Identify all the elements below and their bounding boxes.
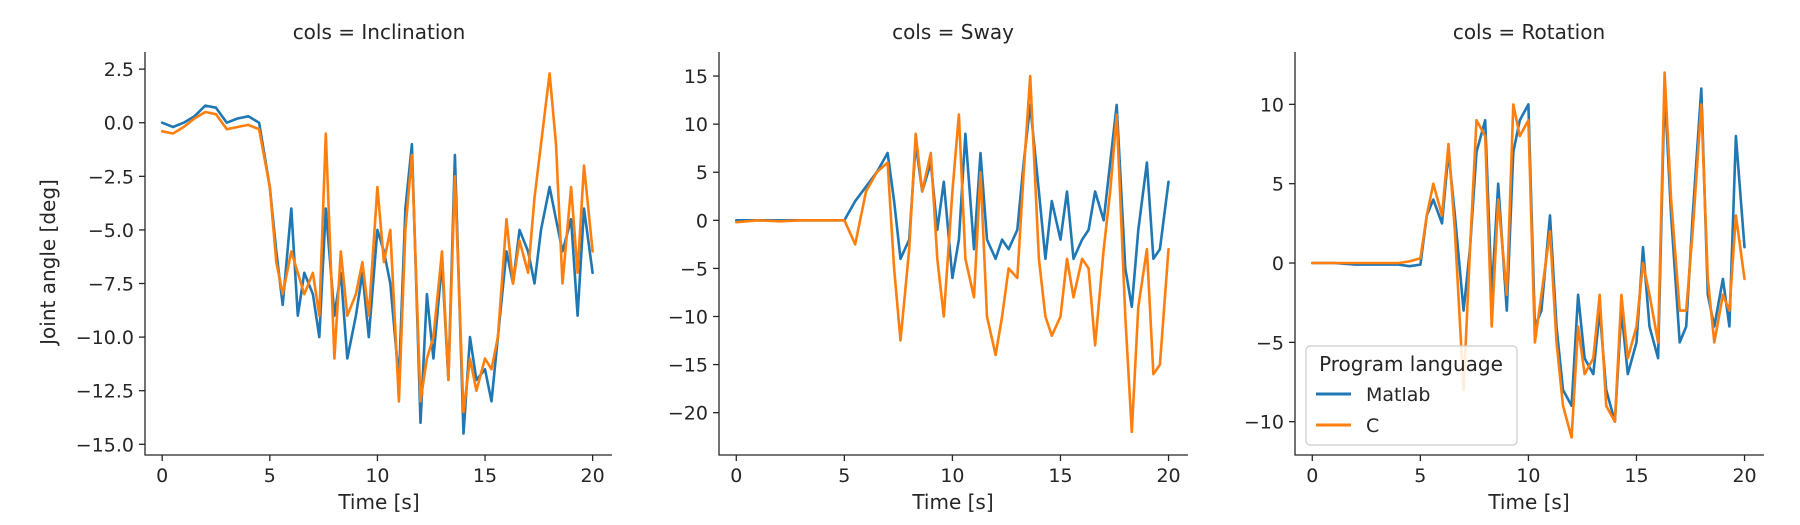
y-tick-label-sway: −15 <box>668 355 708 377</box>
x-tick-label-rotation: 0 <box>1306 465 1318 487</box>
y-tick-label-rotation: 5 <box>1272 174 1284 196</box>
x-ticks-inclination: 0 5 10 15 20 <box>156 455 605 487</box>
y-tick-label-inclination: −15.0 <box>76 434 134 456</box>
y-tick-label-inclination: −5.0 <box>88 220 134 242</box>
y-tick-label-sway: 5 <box>696 162 708 184</box>
x-ticks-sway: 0 5 10 15 20 <box>730 455 1181 487</box>
x-tick-label-sway: 0 <box>730 465 742 487</box>
y-tick-label-sway: −5 <box>680 258 708 280</box>
legend-title: Program language <box>1319 352 1503 376</box>
x-tick-label-inclination: 10 <box>365 465 389 487</box>
legend-label-matlab: Matlab <box>1366 384 1430 406</box>
axes-spines-sway <box>718 52 1188 456</box>
axes-spines-inclination <box>144 52 612 456</box>
panel-sway: cols = Sway 15 10 5 0 −5 −10 −15 −20 0 5 10 15 20 T… <box>668 20 1188 514</box>
x-tick-label-inclination: 20 <box>581 465 605 487</box>
y-tick-label-rotation: −10 <box>1244 412 1284 434</box>
x-axis-label-rotation: Time [s] <box>1487 490 1569 514</box>
x-tick-label-sway: 20 <box>1156 465 1180 487</box>
y-tick-label-sway: 0 <box>696 210 708 232</box>
x-ticks-rotation: 0 5 10 15 20 <box>1306 455 1757 487</box>
series-line-matlab-sway <box>735 103 1170 309</box>
x-tick-label-inclination: 5 <box>264 465 276 487</box>
series-lines-sway <box>735 74 1170 434</box>
y-tick-label-rotation: 10 <box>1260 94 1284 116</box>
x-axis-label-inclination: Time [s] <box>337 490 419 514</box>
series-lines-inclination <box>160 72 594 435</box>
legend-box <box>1305 345 1518 446</box>
y-ticks-sway: 15 10 5 0 −5 −10 −15 −20 <box>668 66 719 425</box>
y-tick-label-rotation: −5 <box>1256 332 1284 354</box>
panel-inclination: cols = Inclination 2.5 0.0 −2.5 −5.0 −7.5 −10… <box>36 20 612 514</box>
y-ticks-rotation: 10 5 0 −5 −10 <box>1244 94 1295 434</box>
y-tick-label-sway: −20 <box>668 403 708 425</box>
series-line-c-inclination <box>160 72 594 414</box>
y-tick-label-rotation: 0 <box>1272 253 1284 275</box>
y-tick-label-inclination: −12.5 <box>76 381 134 403</box>
axes-spines-rotation <box>1294 52 1764 456</box>
y-axis-label: Joint angle [deg] <box>36 179 60 347</box>
y-tick-label-inclination: 0.0 <box>104 113 134 135</box>
panel-rotation: cols = Rotation 10 5 0 −5 −10 0 5 10 15 20 Time … <box>1244 20 1764 514</box>
y-tick-label-inclination: −2.5 <box>88 166 134 188</box>
series-line-c-rotation <box>1311 71 1746 439</box>
x-tick-label-rotation: 10 <box>1516 465 1540 487</box>
y-tick-label-inclination: −7.5 <box>88 274 134 296</box>
x-tick-label-inclination: 15 <box>473 465 497 487</box>
legend-label-c: C <box>1366 415 1379 437</box>
y-tick-label-sway: 10 <box>684 114 708 136</box>
x-tick-label-sway: 5 <box>838 465 850 487</box>
y-tick-label-inclination: −10.0 <box>76 327 134 349</box>
x-tick-label-rotation: 5 <box>1414 465 1426 487</box>
x-tick-label-inclination: 0 <box>156 465 168 487</box>
series-line-c-sway <box>735 74 1170 434</box>
series-line-matlab-rotation <box>1311 87 1746 423</box>
x-tick-label-sway: 15 <box>1048 465 1072 487</box>
y-tick-label-inclination: 2.5 <box>104 59 134 81</box>
y-tick-label-sway: 15 <box>684 66 708 88</box>
panel-title-sway: cols = Sway <box>892 20 1014 44</box>
panel-title-rotation: cols = Rotation <box>1453 20 1605 44</box>
x-tick-label-sway: 10 <box>940 465 964 487</box>
x-tick-label-rotation: 15 <box>1624 465 1648 487</box>
series-lines-rotation <box>1311 71 1746 439</box>
legend: Program language Matlab C <box>1305 345 1518 446</box>
y-tick-label-sway: −10 <box>668 306 708 328</box>
panel-title-inclination: cols = Inclination <box>293 20 466 44</box>
x-tick-label-rotation: 20 <box>1732 465 1756 487</box>
x-axis-label-sway: Time [s] <box>911 490 993 514</box>
y-ticks-inclination: 2.5 0.0 −2.5 −5.0 −7.5 −10.0 −12.5 −15.0 <box>76 59 145 456</box>
